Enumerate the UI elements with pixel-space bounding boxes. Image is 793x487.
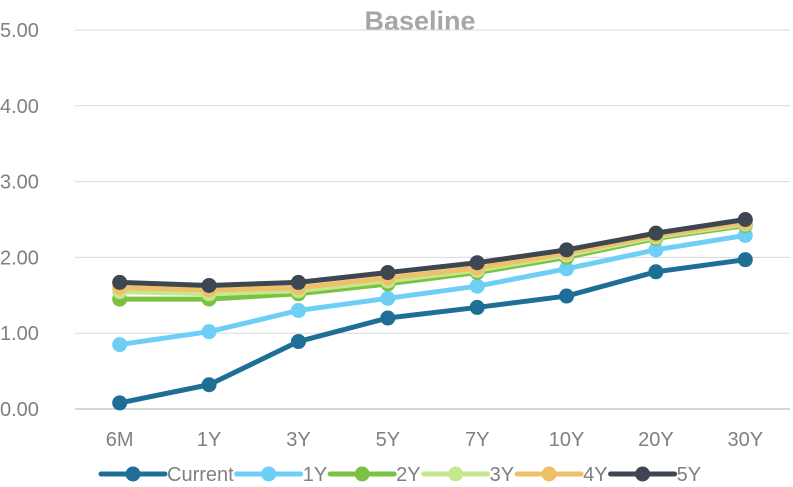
x-tick-label: 20Y: [638, 429, 674, 451]
chart-title: Baseline: [364, 6, 475, 36]
data-point: [648, 242, 664, 258]
data-point: [737, 212, 753, 227]
data-point: [559, 288, 575, 304]
series-1y: [112, 227, 753, 353]
data-point: [380, 290, 396, 306]
data-point: [469, 299, 485, 315]
series-line: [117, 257, 748, 406]
y-tick-label: 2.00: [0, 247, 39, 269]
y-tick-label: 3.00: [0, 172, 39, 194]
gridlines: [75, 29, 790, 334]
x-tick-label: 30Y: [728, 429, 764, 451]
legend: Current 1Y 2Y 3Y 4Y 5Y: [98, 464, 701, 486]
data-point: [290, 274, 306, 290]
legend-label: 3Y: [490, 464, 514, 486]
data-point: [290, 334, 306, 350]
series-5y: [112, 212, 753, 293]
data-point: [201, 324, 217, 340]
data-point: [559, 261, 575, 277]
legend-item: 2Y: [327, 464, 421, 486]
legend-label: 2Y: [396, 464, 420, 486]
data-point: [469, 255, 485, 271]
x-tick-label: 7Y: [465, 429, 489, 451]
series-line: [117, 217, 748, 288]
x-tick-label: 5Y: [376, 429, 400, 451]
legend-label: 1Y: [303, 464, 327, 486]
legend-item: Current: [98, 464, 234, 486]
legend-swatch-marker: [541, 466, 557, 482]
x-axis-ticks: 6M 1Y 3Y 5Y 7Y 10Y 20Y 30Y: [106, 429, 763, 451]
data-point: [201, 277, 217, 293]
series-current: [112, 252, 753, 411]
data-point: [380, 265, 396, 281]
y-tick-label: 1.00: [0, 323, 39, 345]
data-point: [201, 377, 217, 393]
legend-swatch-marker: [354, 466, 370, 482]
data-point: [559, 242, 575, 258]
series-lines: [112, 212, 753, 411]
legend-label: Current: [167, 464, 234, 486]
y-tick-label: 4.00: [0, 96, 39, 118]
y-tick-label: 0.00: [0, 399, 39, 421]
series-line: [117, 232, 748, 348]
legend-swatch-marker: [125, 466, 141, 482]
legend-item: 1Y: [234, 464, 327, 486]
data-point: [112, 337, 128, 353]
legend-label: 5Y: [677, 464, 701, 486]
legend-swatch-marker: [261, 466, 277, 482]
legend-item: 3Y: [421, 464, 514, 486]
x-tick-label: 6M: [106, 429, 134, 451]
legend-swatch-marker: [635, 466, 651, 482]
legend-label: 4Y: [583, 464, 607, 486]
x-tick-label: 10Y: [549, 429, 585, 451]
x-tick-label: 1Y: [197, 429, 221, 451]
x-tick-label: 3Y: [286, 429, 310, 451]
data-point: [290, 302, 306, 318]
data-point: [737, 252, 753, 268]
data-point: [648, 225, 664, 241]
y-axis-ticks: 0.00 1.00 2.00 3.00 4.00 5.00: [0, 20, 39, 421]
data-point: [112, 395, 128, 411]
data-point: [469, 278, 485, 294]
legend-item: 4Y: [514, 464, 608, 486]
data-point: [112, 274, 128, 290]
legend-swatch-marker: [448, 466, 464, 482]
data-point: [648, 264, 664, 280]
y-tick-label: 5.00: [0, 20, 39, 42]
legend-item: 5Y: [608, 464, 701, 486]
data-point: [380, 310, 396, 326]
